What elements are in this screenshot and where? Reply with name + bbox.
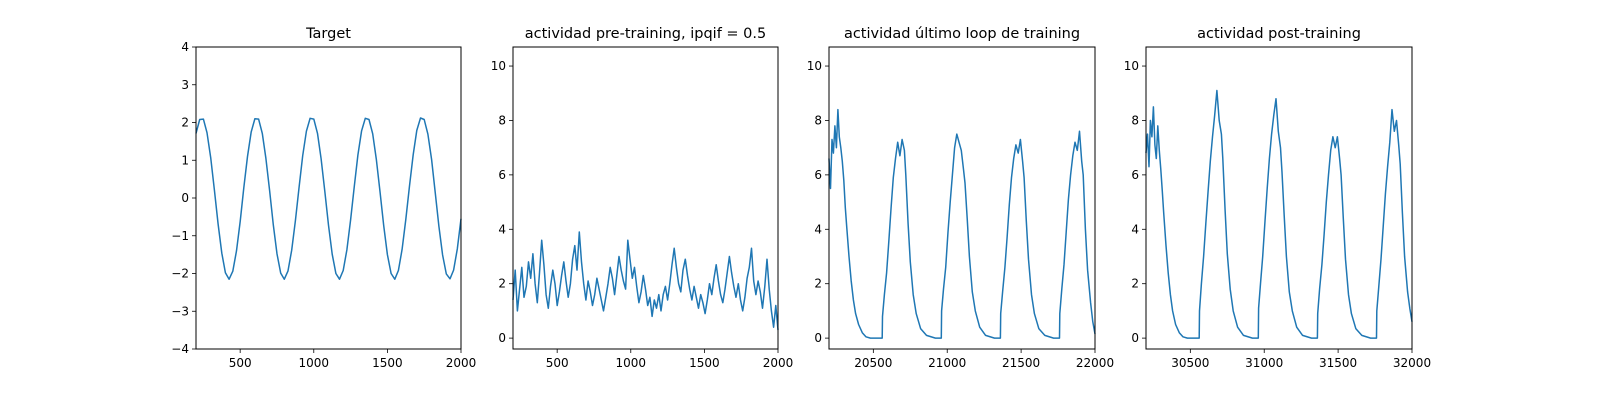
y-tick-label: 10 <box>807 59 822 73</box>
series-line <box>1145 89 1413 339</box>
y-tick-label: 2 <box>181 116 189 130</box>
axes-frame <box>512 46 779 350</box>
y-tick-label: 6 <box>498 168 506 182</box>
plot-title: actividad último loop de training <box>844 26 1080 42</box>
axes-frame <box>1145 46 1413 350</box>
y-tick-label: 8 <box>814 113 822 127</box>
y-tick-label: 4 <box>498 222 506 236</box>
y-tick-label: 2 <box>1131 277 1139 291</box>
x-tick-label: 500 <box>229 356 252 370</box>
y-tick-label: 0 <box>181 191 189 205</box>
y-tick-label: 8 <box>498 113 506 127</box>
y-tick-label: 4 <box>181 40 189 54</box>
plot-title: actividad post-training <box>1197 26 1361 42</box>
x-tick-label: 500 <box>546 356 569 370</box>
x-tick-label: 2000 <box>446 356 477 370</box>
x-tick-label: 30500 <box>1171 356 1209 370</box>
y-tick-label: −4 <box>171 342 189 356</box>
x-tick-label: 1000 <box>616 356 647 370</box>
subplot-last-training-loop: actividad último loop de training 20500 2… <box>807 26 1114 370</box>
y-tick-label: 4 <box>1131 222 1139 236</box>
y-tick-label: 6 <box>814 168 822 182</box>
y-tick-label: −1 <box>171 229 189 243</box>
x-tick-label: 31500 <box>1319 356 1357 370</box>
subplot-target: Target 500 1000 1500 2000 −4 −3 −2 −1 0 1 2 3 4 <box>171 26 476 370</box>
plot-title: actividad pre-training, ipqif = 0.5 <box>525 26 766 42</box>
y-tick-label: 8 <box>1131 113 1139 127</box>
x-tick-label: 2000 <box>763 356 794 370</box>
plot-title: Target <box>305 26 351 42</box>
subplot-post-training: actividad post-training 30500 31000 31500 3… <box>1124 26 1431 370</box>
x-tick-label: 1500 <box>689 356 720 370</box>
y-tick-label: 0 <box>1131 331 1139 345</box>
y-tick-label: 4 <box>814 222 822 236</box>
y-tick-label: −3 <box>171 304 189 318</box>
y-tick-label: 0 <box>498 331 506 345</box>
x-tick-label: 21000 <box>928 356 966 370</box>
series-line <box>195 117 462 280</box>
y-tick-label: 10 <box>491 59 506 73</box>
y-tick-label: 2 <box>498 277 506 291</box>
y-tick-label: 10 <box>1124 59 1139 73</box>
series-line <box>828 108 1096 339</box>
x-tick-label: 22000 <box>1076 356 1114 370</box>
x-tick-label: 32000 <box>1393 356 1431 370</box>
series-line <box>512 231 779 331</box>
y-tick-label: −2 <box>171 267 189 281</box>
x-tick-label: 1500 <box>372 356 403 370</box>
x-tick-label: 20500 <box>854 356 892 370</box>
x-tick-label: 1000 <box>299 356 330 370</box>
x-tick-label: 21500 <box>1002 356 1040 370</box>
x-tick-label: 31000 <box>1245 356 1283 370</box>
axes-frame <box>828 46 1096 350</box>
y-tick-label: 1 <box>181 153 189 167</box>
y-tick-label: 6 <box>1131 168 1139 182</box>
y-tick-label: 2 <box>814 277 822 291</box>
y-tick-label: 0 <box>814 331 822 345</box>
y-tick-label: 3 <box>181 78 189 92</box>
subplot-pre-training: actividad pre-training, ipqif = 0.5 500 1… <box>491 26 794 370</box>
